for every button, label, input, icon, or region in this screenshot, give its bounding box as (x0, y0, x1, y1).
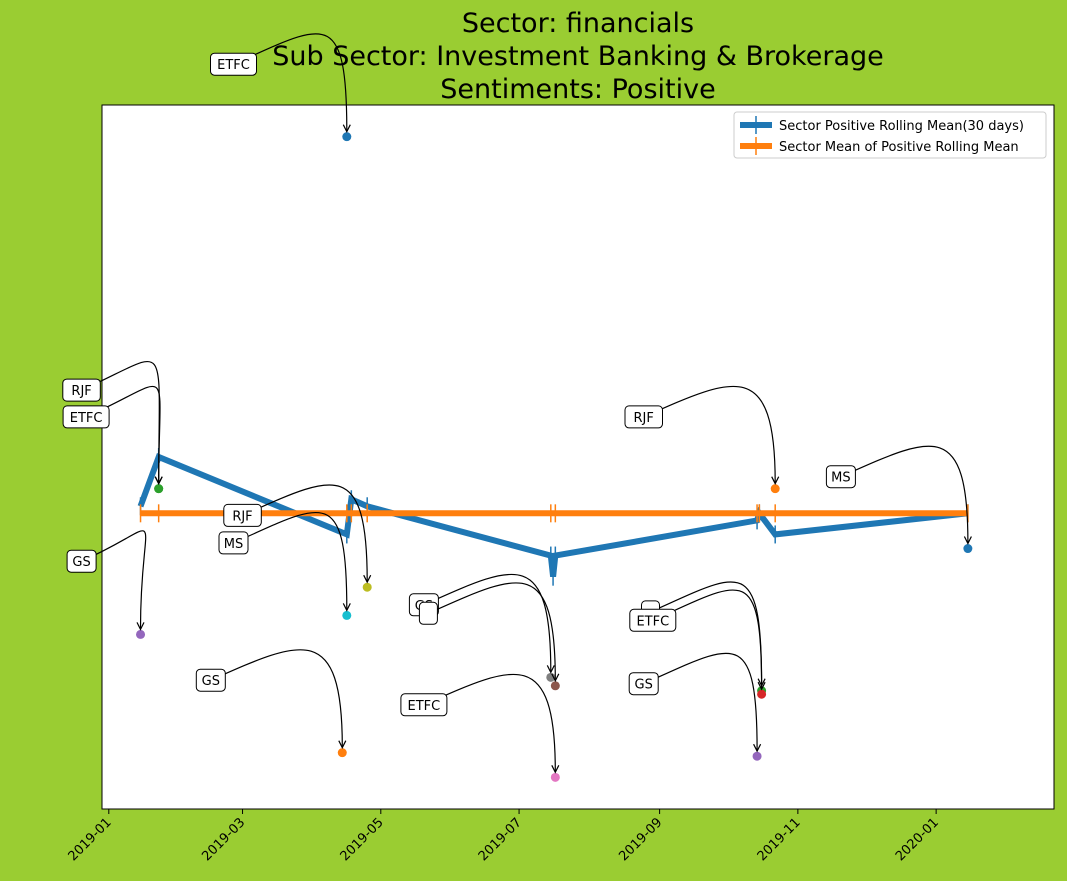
annotation-label: MS (224, 537, 243, 552)
x-tick-label: 2019-07 (476, 815, 525, 864)
data-point (963, 544, 973, 554)
annotation-label: ETFC (636, 614, 669, 629)
annotation-label: GS (635, 678, 653, 693)
annotation-box (210, 52, 257, 76)
legend-label: Sector Positive Rolling Mean(30 days) (779, 119, 1024, 134)
annotation-arrowhead (342, 603, 351, 612)
x-tick-label: 2019-05 (338, 815, 387, 864)
data-point (550, 681, 560, 691)
annotation-arrow (242, 484, 368, 582)
data-point (337, 748, 347, 758)
annotation-arrow (423, 673, 556, 772)
data-point (136, 629, 146, 639)
annotation-arrow (81, 530, 147, 629)
x-tick-label: 2019-09 (616, 815, 665, 864)
data-points (136, 132, 973, 782)
annotation-box (195, 668, 226, 692)
annotation-arrowhead (551, 765, 560, 774)
annotation-box (223, 503, 262, 527)
data-point (752, 751, 762, 761)
annotations: ETFCRJFETFCGSRJFMSGSGSETFCRJFMSETFCGS (62, 33, 972, 774)
data-point (757, 689, 767, 699)
annotation-box (400, 693, 448, 717)
annotation-arrowhead (771, 476, 780, 486)
annotation-arrow (233, 511, 348, 610)
x-tick-label: 2019-11 (755, 815, 804, 864)
annotation-box (418, 601, 438, 625)
annotation-label: RJF (71, 384, 91, 399)
annotation-label: GS (72, 555, 90, 570)
annotation-label: RJF (634, 411, 654, 426)
chart-title-line: Sector: financials (462, 8, 694, 39)
annotation-arrowhead (546, 665, 555, 674)
annotation-arrowhead (338, 740, 347, 750)
plot-area (101, 104, 1055, 810)
x-axis: 2019-01 2019-03 2019-05 2019-07 2019-09 2019-… (66, 809, 942, 864)
annotation-arrow (423, 573, 552, 672)
annotation-arrow (643, 652, 758, 751)
annotation-box (62, 405, 110, 429)
annotation-label: ETFC (408, 699, 441, 714)
annotation-arrowhead (551, 673, 560, 683)
annotation-arrow (840, 445, 969, 543)
data-point (770, 484, 780, 494)
annotation-arrowhead (753, 743, 762, 753)
annotation-label: GS (202, 674, 220, 689)
legend[interactable]: Sector Positive Rolling Mean(30 days) Sec… (733, 111, 1047, 159)
x-tick-label: 2020-01 (893, 815, 942, 864)
annotation-arrow (643, 385, 776, 483)
annotation-box (624, 405, 663, 429)
annotation-box (66, 549, 97, 573)
annotation-arrow (210, 649, 343, 747)
annotation-arrowhead (342, 124, 351, 134)
annotation-box (825, 465, 856, 489)
annotation-arrowhead (136, 622, 145, 631)
annotation-box (628, 672, 659, 696)
x-tick-label: 2019-03 (199, 815, 248, 864)
annotation-box (218, 531, 249, 555)
annotation-arrow (85, 385, 161, 483)
annotation-box (62, 378, 101, 402)
data-point (342, 610, 352, 620)
series-lines (137, 448, 969, 586)
data-point (154, 484, 164, 494)
annotation-label: RJF (232, 509, 252, 524)
annotation-arrow (428, 582, 556, 680)
series-line (137, 453, 969, 578)
data-point (362, 582, 372, 592)
annotation-box (629, 608, 677, 632)
chart-title-line: Sub Sector: Investment Banking & Brokera… (272, 41, 884, 72)
data-point (550, 772, 560, 782)
data-point (342, 132, 352, 142)
chart-title-line: Sentiments: Positive (440, 74, 715, 105)
annotation-arrowhead (154, 476, 163, 486)
annotation-arrow (233, 33, 348, 131)
x-tick-label: 2019-01 (66, 815, 115, 864)
annotation-arrowhead (963, 536, 972, 545)
annotation-arrow (652, 589, 763, 689)
annotation-arrowhead (757, 681, 766, 691)
legend-box (733, 111, 1047, 159)
annotation-label: MS (831, 471, 850, 486)
legend-label: Sector Mean of Positive Rolling Mean (779, 140, 1019, 155)
annotation-arrowhead (363, 574, 372, 584)
annotation-label: ETFC (217, 58, 250, 73)
annotation-label: ETFC (70, 411, 103, 426)
